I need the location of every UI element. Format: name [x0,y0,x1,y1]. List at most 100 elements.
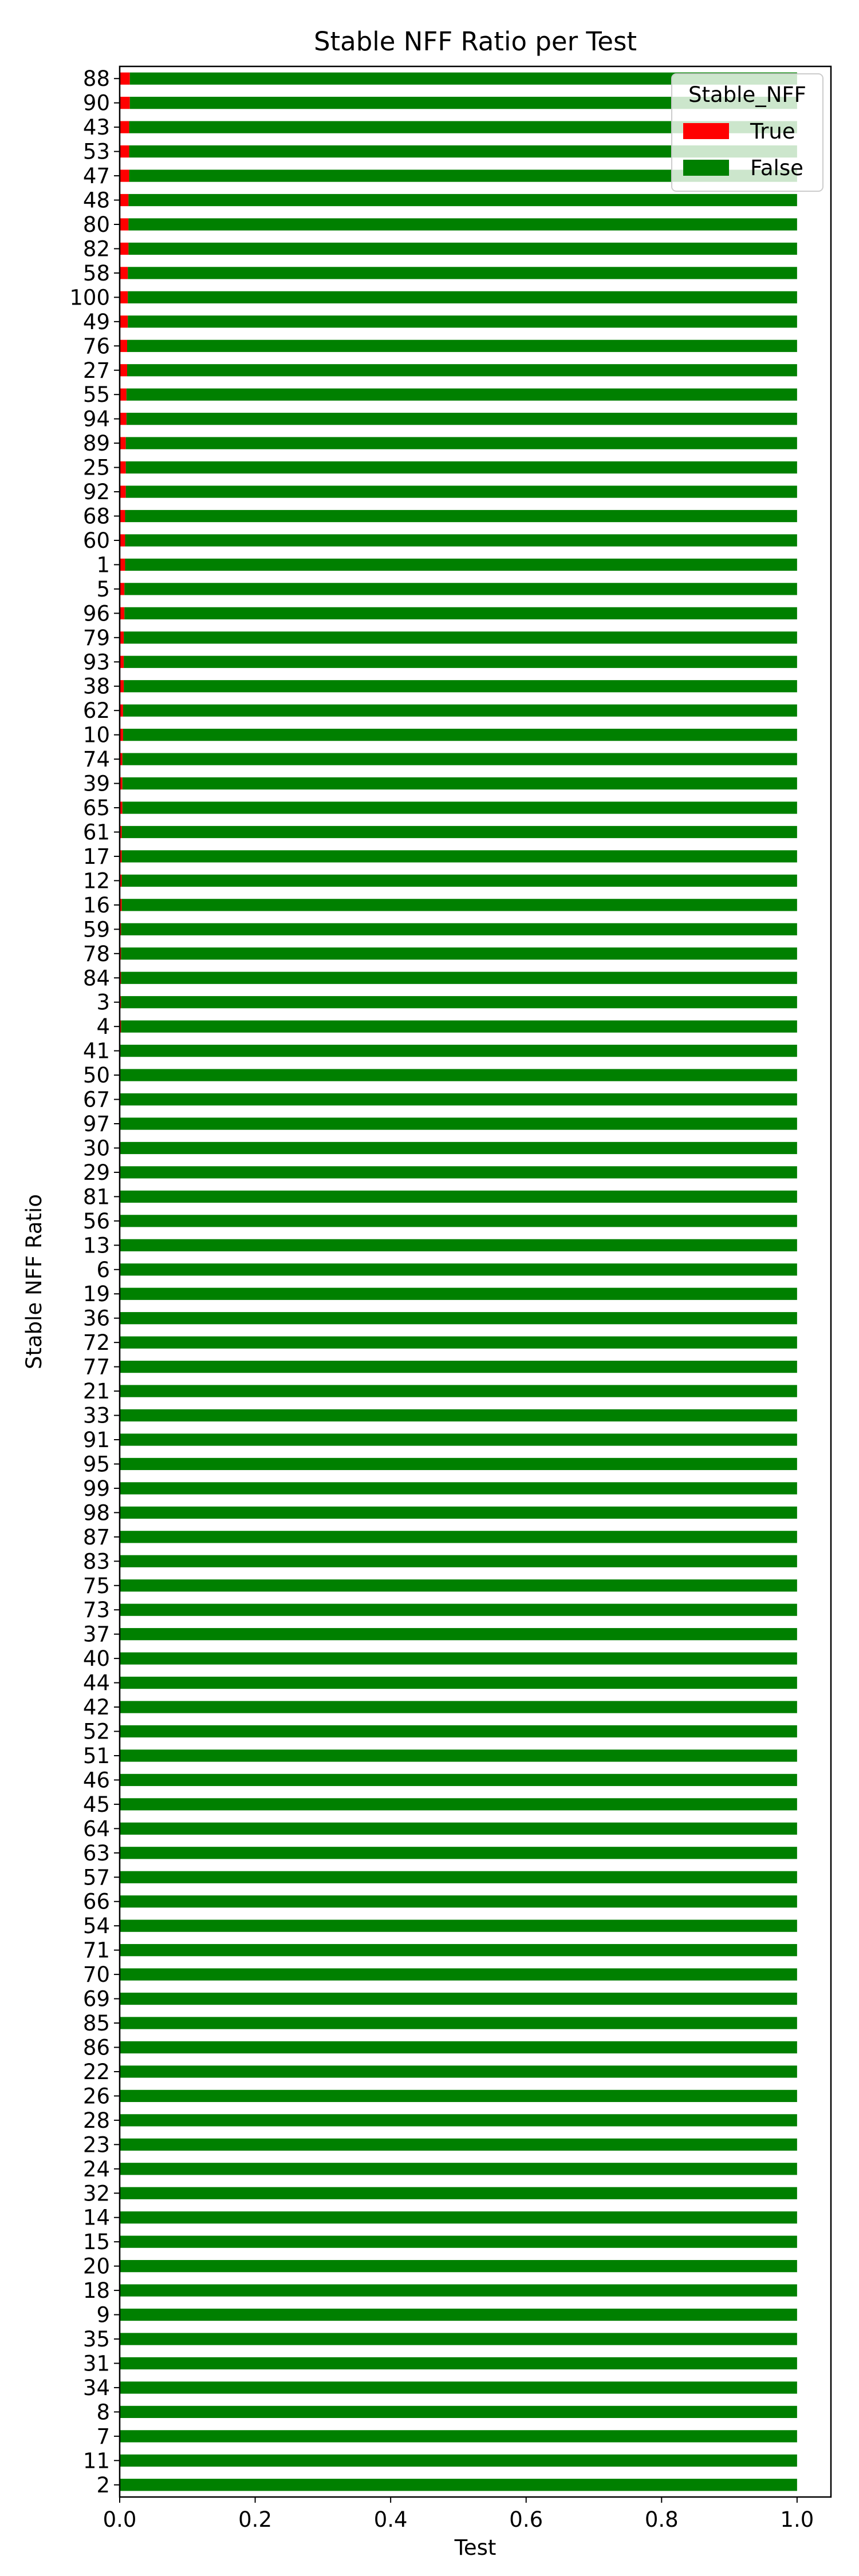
y-tick-label: 22 [83,2060,110,2084]
y-tick-label: 14 [83,2206,110,2230]
bar-false-test-98 [120,1506,797,1519]
bar-true-test-76 [120,339,128,352]
y-tick-label: 56 [83,1209,110,1234]
y-tick-label: 68 [83,504,110,529]
bar-false-test-12 [121,874,797,887]
y-tick-label: 96 [83,601,110,626]
bar-false-test-38 [124,680,797,693]
y-tick-label: 91 [83,1428,110,1452]
bar-false-test-58 [128,267,797,279]
x-axis-ticks: 0.0 0.2 0.4 0.6 0.8 1.0 [103,2497,814,2532]
bar-false-test-45 [120,1798,797,1811]
bar-false-test-50 [120,1069,797,1081]
y-tick-label: 98 [83,1500,110,1525]
y-tick-label: 18 [83,2278,110,2303]
bar-false-test-33 [120,1409,797,1422]
bar-false-test-43 [129,121,797,133]
bar-false-test-22 [120,2065,797,2078]
bar-false-test-87 [120,1531,797,1543]
bar-false-test-69 [120,1992,797,2005]
bar-false-test-46 [120,1773,797,1787]
y-tick-label: 88 [83,66,110,91]
y-tick-label: 6 [96,1258,110,1282]
y-tick-label: 31 [83,2351,110,2376]
bar-false-test-18 [120,2284,797,2297]
y-tick-label: 59 [83,917,110,942]
y-tick-label: 25 [83,456,110,480]
bar-false-test-3 [121,996,797,1009]
bar-false-test-76 [127,339,797,352]
y-tick-label: 4 [96,1014,110,1039]
bar-true-test-49 [120,315,128,328]
bar-false-test-61 [121,825,797,839]
y-tick-label: 97 [83,1112,110,1136]
y-tick-label: 82 [83,236,110,261]
y-tick-label: 45 [83,1792,110,1817]
bar-false-test-15 [120,2235,797,2248]
bar-false-test-48 [128,193,797,207]
bar-true-test-65 [120,801,123,814]
bar-false-test-29 [120,1166,797,1179]
y-tick-label: 47 [83,164,110,188]
x-tick-label: 0.8 [645,2507,679,2532]
y-tick-label: 50 [83,1063,110,1088]
y-tick-label: 12 [83,868,110,893]
bar-false-test-77 [120,1360,797,1373]
bar-false-test-47 [129,169,797,182]
y-tick-label: 80 [83,212,110,237]
bar-false-test-52 [120,1725,797,1738]
bar-true-test-60 [120,534,125,547]
bar-true-test-89 [120,437,126,449]
bar-false-test-67 [120,1093,797,1106]
bar-false-test-8 [120,2405,797,2419]
bar-false-test-27 [127,364,797,377]
bar-false-test-9 [120,2308,797,2321]
y-tick-label: 76 [83,334,110,358]
y-tick-label: 70 [83,1962,110,1987]
y-tick-label: 35 [83,2327,110,2352]
y-tick-label: 24 [83,2157,110,2182]
bar-false-test-42 [120,1701,797,1713]
y-tick-label: 49 [83,310,110,334]
bar-false-test-64 [120,1822,797,1835]
y-tick-label: 78 [83,942,110,966]
bar-true-test-88 [120,72,130,85]
bar-true-test-25 [120,461,126,474]
y-tick-label: 100 [69,285,110,310]
x-tick-label: 1.0 [780,2507,814,2532]
y-tick-label: 55 [83,382,110,407]
bar-false-test-86 [120,2041,797,2054]
bar-false-test-37 [120,1628,797,1641]
bar-true-test-47 [120,169,129,182]
bar-true-test-55 [120,388,127,401]
y-tick-label: 1 [96,552,110,577]
y-tick-label: 23 [83,2132,110,2157]
x-tick-label: 0.6 [509,2507,543,2532]
y-tick-label: 86 [83,2035,110,2060]
bar-false-test-60 [125,534,797,547]
bar-true-test-100 [120,291,128,303]
bar-false-test-2 [120,2479,797,2491]
y-tick-label: 83 [83,1549,110,1574]
bar-false-test-88 [129,72,797,85]
bar-false-test-16 [121,899,797,911]
y-tick-label: 51 [83,1744,110,1768]
y-tick-label: 77 [83,1355,110,1380]
y-tick-label: 33 [83,1404,110,1428]
x-tick-label: 0.2 [238,2507,272,2532]
y-tick-label: 48 [83,188,110,213]
bar-false-test-54 [120,1919,797,1932]
bar-true-test-74 [120,753,123,765]
bar-false-test-90 [129,97,797,109]
y-tick-label: 37 [83,1622,110,1647]
bar-false-test-59 [121,923,797,935]
bar-true-test-10 [120,729,123,741]
y-tick-label: 58 [83,261,110,286]
bar-true-test-16 [120,899,122,911]
bar-false-test-21 [120,1385,797,1397]
bar-true-test-94 [120,413,127,425]
bar-false-test-14 [120,2211,797,2224]
bar-false-test-73 [120,1603,797,1616]
bar-false-test-95 [120,1457,797,1471]
y-tick-label: 20 [83,2254,110,2279]
